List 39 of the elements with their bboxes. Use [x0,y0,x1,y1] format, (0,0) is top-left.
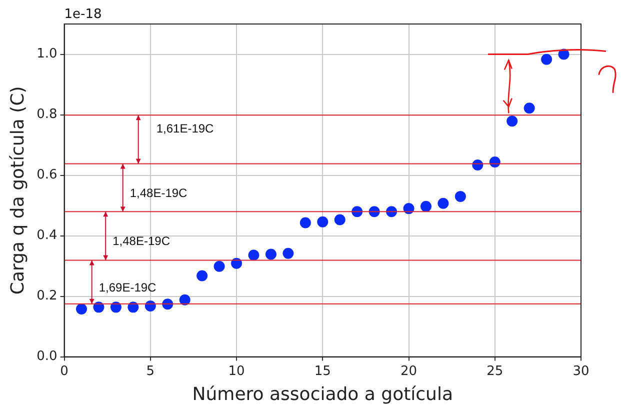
point [128,302,139,313]
x-axis-title: Número associado a gotícula [192,384,453,405]
point [420,200,432,212]
annotation: 1,61E-19C [156,122,214,136]
point [454,190,466,202]
y-tick-label: 0.8 [36,107,58,122]
annotation: 1,69E-19C [98,280,157,294]
point [76,304,87,314]
point [248,250,260,261]
point [506,116,518,127]
point [196,270,208,282]
point [317,216,328,228]
x-tick-label: 0 [60,364,68,379]
x-tick-label: 20 [400,364,418,379]
y-tick-label: 1.0 [36,46,58,62]
point [541,54,552,65]
point [93,302,104,313]
x-tick-label: 10 [228,364,245,379]
point [524,102,535,114]
x-tick-label: 25 [486,364,504,379]
y-tick-label: 0.2 [36,288,58,304]
point [214,260,225,272]
point [300,217,311,228]
x-tick-label: 30 [572,364,590,379]
point [282,248,294,259]
x-tick-label: 15 [314,364,331,379]
y-tick-label: 0.4 [36,228,58,244]
point [334,214,346,226]
y-axis-title: Carga q da gotícula (C) [7,86,28,295]
point [265,248,276,260]
point [179,294,190,306]
point [438,198,449,209]
annotation: 1,48E-19C [130,186,188,200]
text: 1e-18 [64,6,102,22]
point [110,302,122,313]
x-tick-label: 5 [146,364,155,379]
y-tick-label: 0.6 [36,168,58,183]
annotation: 1,48E-19C [112,234,170,248]
y-tick-label: 0.0 [36,349,58,364]
